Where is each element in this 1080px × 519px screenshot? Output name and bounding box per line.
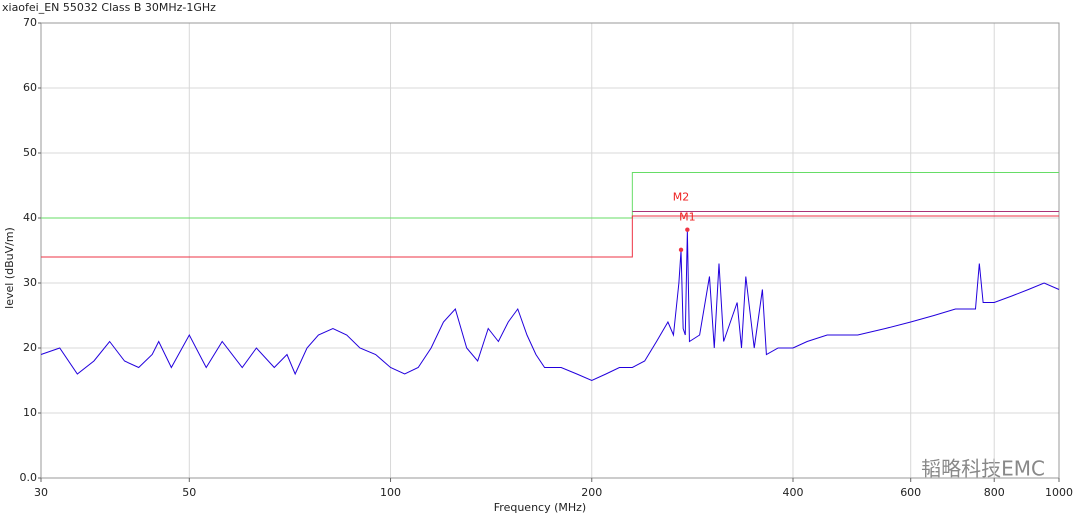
grid	[40, 22, 1060, 479]
y-tick-label: 10	[23, 406, 37, 419]
y-tick-label: 40	[23, 211, 37, 224]
x-tick-label: 200	[581, 486, 602, 499]
x-tick-label: 1000	[1045, 486, 1073, 499]
y-tick-label: 50	[23, 146, 37, 159]
watermark: 韬略科技EMC	[921, 457, 1045, 481]
series-line	[41, 215, 1059, 258]
series-line	[40, 230, 1060, 382]
x-tick-label: 400	[782, 486, 803, 499]
marker-point	[685, 227, 690, 232]
x-axis-label: Frequency (MHz)	[494, 501, 586, 514]
x-tick-label: 100	[380, 486, 401, 499]
y-tick-label: 20	[23, 341, 37, 354]
y-tick-label: 0.0	[20, 471, 38, 484]
marker-point	[678, 247, 684, 253]
series-line	[41, 172, 1059, 219]
x-tick-label: 50	[182, 486, 196, 499]
x-tick-label: 800	[984, 486, 1005, 499]
y-axis-label: level (dBuV/m)	[3, 227, 16, 309]
x-tick-label: 600	[900, 486, 921, 499]
marker-label: M1	[679, 211, 696, 224]
marker-label: M2	[673, 191, 690, 204]
y-tick-label: 70	[23, 16, 37, 29]
plot-frame	[40, 22, 1060, 479]
chart-title: xiaofei_EN 55032 Class B 30MHz-1GHz	[2, 1, 216, 14]
x-tick-label: 30	[34, 486, 48, 499]
y-tick-label: 30	[23, 276, 37, 289]
y-tick-label: 60	[23, 81, 37, 94]
